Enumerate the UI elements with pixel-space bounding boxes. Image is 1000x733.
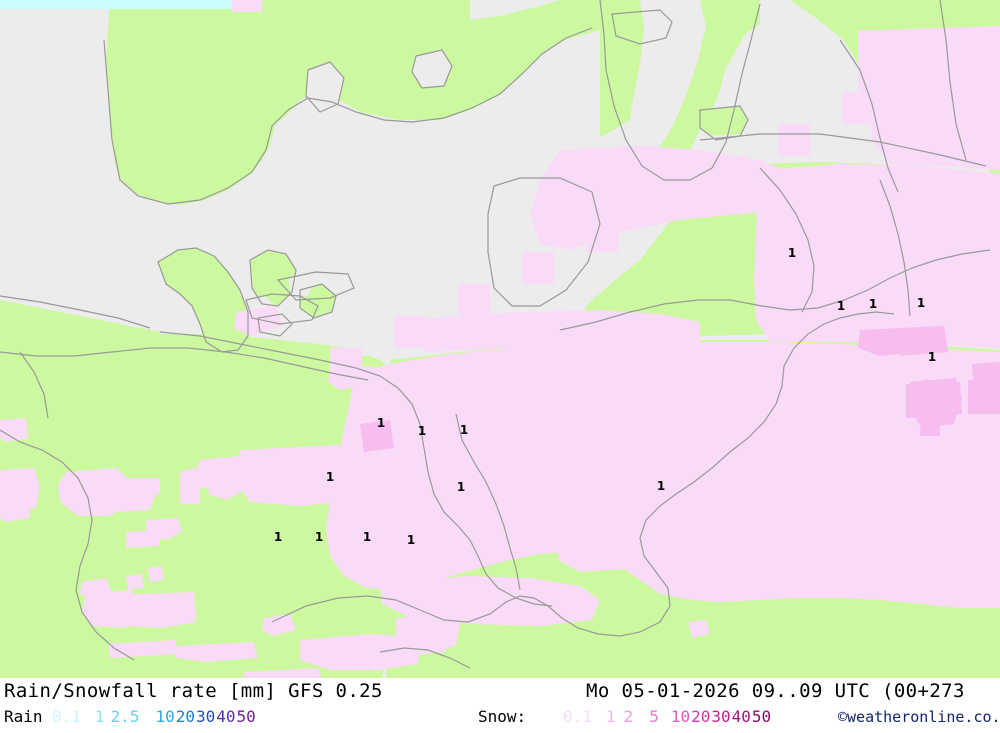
legend-stop: 20: [691, 707, 711, 726]
chart-title: Rain/Snowfall rate [mm] GFS 0.25: [4, 680, 383, 702]
border-layer: [0, 0, 991, 669]
legend-stop: 40: [216, 707, 236, 726]
legend-stop: 20: [175, 707, 195, 726]
legend-stop: 2: [623, 707, 634, 726]
legend-stop: 0.1: [563, 707, 592, 726]
snow-legend-label: Snow:: [478, 707, 527, 726]
legend-stop: 2.5: [110, 707, 140, 726]
footer-legend-row: Rain 0.1 1 2.5 10 20 30 40 50 Snow: 0.1 1 2 5 10 20 3…: [0, 704, 1000, 730]
legend-stop: 1: [94, 707, 105, 726]
legend-stop: 5: [649, 707, 659, 726]
map-footer: Rain/Snowfall rate [mm] GFS 0.25 Mo 05-0…: [0, 678, 1000, 733]
rain-legend-scale: 0.1 1 2.5 10 20 30 40 50: [52, 704, 256, 730]
copyright-notice: ©weatheronline.co.uk: [838, 708, 1000, 726]
snow-mid-layer: [360, 326, 1000, 452]
legend-stop: 1: [605, 707, 616, 726]
snow-legend-scale: 0.1 1 2 5 10 20 30 40 50: [563, 704, 771, 730]
footer-title-row: Rain/Snowfall rate [mm] GFS 0.25 Mo 05-0…: [0, 678, 1000, 704]
legend-stop: 30: [195, 707, 216, 726]
legend-stop: 50: [751, 707, 772, 726]
legend-stop: 0.1: [52, 707, 81, 726]
forecast-datetime: Mo 05-01-2026 09..09 UTC (00+273: [586, 680, 965, 702]
legend-stop: 10: [670, 707, 691, 726]
snow-light-layer: [0, 0, 1000, 678]
legend-stop: 10: [155, 707, 175, 726]
rain-legend-label: Rain: [4, 707, 43, 726]
rain-light-layer: [0, 0, 232, 9]
legend-stop: 40: [731, 707, 751, 726]
legend-stop: 50: [236, 707, 256, 726]
map-graphic: [0, 0, 1000, 678]
legend-stop: 30: [711, 707, 731, 726]
